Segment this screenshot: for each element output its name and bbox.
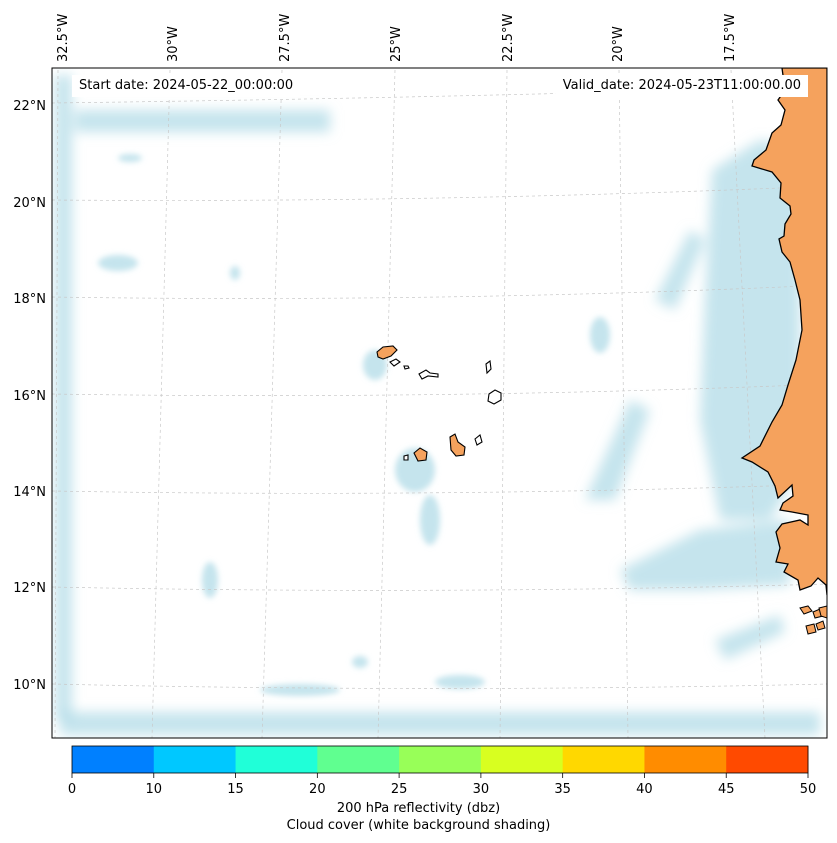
island-boa-vista [487, 389, 502, 405]
lon-label-25w: 25°W [389, 26, 404, 62]
island-santa-luzia [403, 365, 410, 370]
islet-5 [818, 605, 827, 619]
lon-label-22-5w: 22.5°W [501, 14, 516, 62]
longitude-labels: 32.5°W 30°W 27.5°W 25°W 22.5°W 20°W 17.5… [56, 14, 738, 62]
valid-date-label: Valid_date: 2024-05-23T11:00:00.00 [555, 75, 808, 97]
colorbar-tick-label: 30 [472, 782, 490, 797]
cloud-patch-10 [590, 317, 610, 353]
parallel-12n [52, 583, 827, 591]
cloud-streak-east [585, 400, 650, 500]
cloud-patch-7 [230, 266, 240, 280]
lon-label-32-5w: 32.5°W [56, 14, 71, 62]
colorbar-tick-label: 25 [390, 782, 408, 797]
parallel-18n [52, 284, 827, 299]
colorbar-bin-45-50 [726, 746, 809, 773]
island-santo-antao [376, 345, 398, 360]
colorbar-frame [71, 745, 809, 774]
graticule [52, 69, 827, 738]
colorbar-tick-labels: 0 10 15 20 25 30 35 40 45 50 [0, 782, 837, 800]
cloud-patch-9 [118, 154, 142, 162]
lon-label-20w: 20°W [611, 26, 626, 62]
cloud-band-south [620, 520, 790, 590]
cape-verde-islands [376, 345, 502, 462]
colorbar-bin-25-30 [399, 746, 482, 773]
lat-label-20n: 20°N [13, 196, 46, 211]
islet-3 [805, 623, 817, 635]
lon-label-30w: 30°W [166, 26, 181, 62]
cloud-patch-1 [98, 255, 138, 271]
lat-label-12n: 12°N [13, 581, 46, 596]
colorbar-sublabel: Cloud cover (white background shading) [286, 818, 551, 833]
island-sao-vicente [389, 358, 401, 367]
cloud-patch-8 [202, 562, 218, 598]
island-brava [403, 454, 409, 461]
island-maio [474, 434, 483, 446]
cloud-sw-streak [715, 615, 785, 660]
colorbar-bin-10-15 [153, 746, 237, 773]
bissagos-islands [799, 605, 827, 635]
island-fogo [413, 447, 428, 462]
latitude-labels: 22°N 20°N 18°N 16°N 14°N 12°N 10°N [13, 99, 46, 693]
parallel-10n [52, 683, 827, 689]
cloud-top-strip [75, 110, 330, 132]
colorbar-bin-35-40 [562, 746, 645, 773]
cloud-streak-ne [655, 230, 705, 310]
islet-1 [799, 605, 813, 615]
colorbar [71, 745, 809, 774]
lat-label-22n: 22°N [13, 99, 46, 114]
map-area [52, 68, 827, 738]
cloud-bottom-strip [60, 712, 820, 735]
colorbar-tick-label: 0 [67, 782, 77, 797]
colorbar-tick-label: 10 [145, 782, 163, 797]
colorbar-bin-0-10 [72, 746, 155, 773]
colorbar-tick-label: 35 [554, 782, 571, 797]
colorbar-tick-label: 40 [636, 782, 653, 797]
colorbar-tickmarks [71, 773, 809, 778]
start-date-label: Start date: 2024-05-22_00:00:00 [72, 75, 301, 97]
island-sal [485, 359, 492, 375]
cloud-patch-5 [352, 656, 368, 668]
colorbar-tick-label: 45 [717, 782, 735, 797]
lat-label-16n: 16°N [13, 389, 46, 404]
lon-label-27-5w: 27.5°W [278, 14, 293, 62]
parallel-16n [52, 383, 827, 396]
parallel-22n [52, 85, 827, 104]
parallel-20n [52, 185, 827, 201]
ocean-background [52, 68, 827, 738]
lat-label-14n: 14°N [13, 485, 46, 500]
island-santiago [449, 433, 466, 457]
colorbar-tick-label: 50 [799, 782, 817, 797]
cloud-patch-4 [435, 675, 485, 689]
colorbar-label: 200 hPa reflectivity (dbz) [336, 801, 501, 816]
map-frame [51, 67, 828, 739]
colorbar-tick-label: 20 [309, 782, 326, 797]
cloud-patch-11 [260, 684, 340, 696]
island-sao-nicolau [418, 369, 439, 380]
cloud-left-strip [55, 75, 72, 720]
african-mainland [740, 68, 827, 596]
colorbar-tick-label: 15 [227, 782, 244, 797]
colorbar-bin-30-35 [480, 746, 564, 773]
islet-4 [815, 620, 826, 631]
lon-label-17-5w: 17.5°W [723, 14, 738, 62]
lat-label-10n: 10°N [13, 678, 46, 693]
parallel-14n [52, 483, 827, 494]
colorbar-bin-20-25 [317, 746, 400, 773]
lat-label-18n: 18°N [13, 292, 46, 307]
colorbar-bin-40-45 [644, 746, 727, 773]
cloud-patch-3 [420, 495, 440, 545]
colorbar-bin-15-20 [235, 746, 318, 773]
